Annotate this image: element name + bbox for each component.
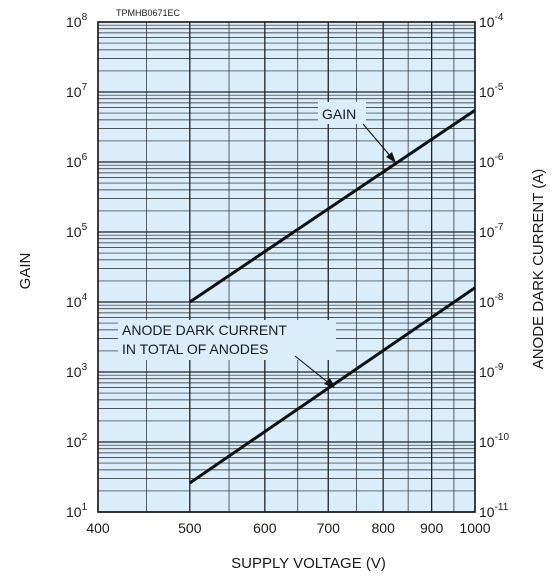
y-left-tick-label: 108: [66, 12, 88, 30]
annotation-layer: GAIN ANODE DARK CURRENT IN TOTAL OF ANODES: [118, 102, 396, 388]
x-tick-label: 600: [253, 520, 277, 536]
dark-leader: [294, 355, 331, 385]
y-right-tick-label: 10-9: [479, 362, 504, 380]
y-left-tick-label: 102: [66, 432, 88, 450]
y-right-tick-label: 10-11: [479, 502, 509, 520]
gain-label-bg: [318, 102, 366, 124]
plot-frame: [97, 21, 476, 513]
figure-code: TPMHB0671EC: [116, 8, 181, 18]
y-left-tick-label: 106: [66, 152, 88, 170]
gain-arrowhead: [386, 152, 396, 163]
x-tick-label: 1000: [459, 520, 490, 536]
y-axis-title-left: GAIN: [17, 253, 34, 290]
x-tick-label: 700: [317, 520, 341, 536]
tick-labels: 400 500 600 700 800 900 1000 101 102 103 104 105 106…: [66, 12, 509, 536]
y-axis-title-right: ANODE DARK CURRENT (A): [530, 169, 547, 370]
y-right-tick-label: 10-7: [479, 222, 504, 240]
y-left-tick-label: 105: [66, 222, 88, 240]
grid: [98, 22, 475, 513]
y-left-tick-label: 101: [66, 502, 88, 520]
x-axis-title: SUPPLY VOLTAGE (V): [231, 555, 386, 572]
x-tick-label: 500: [178, 520, 202, 536]
y-left-tick-label: 104: [66, 292, 88, 310]
x-tick-label: 800: [372, 520, 396, 536]
x-tick-label: 400: [86, 520, 110, 536]
y-left-tick-label: 107: [66, 82, 88, 100]
y-right-tick-label: 10-10: [479, 432, 509, 450]
dark-arrowhead: [324, 378, 335, 388]
gain-line: [188, 108, 476, 304]
y-left-tick-label: 103: [66, 362, 88, 380]
y-right-tick-label: 10-5: [479, 82, 504, 100]
gain-label: GAIN: [322, 106, 356, 122]
plot-background: [98, 22, 475, 512]
y-right-tick-label: 10-6: [479, 152, 504, 170]
dark-label-bg: [118, 320, 336, 360]
y-right-tick-label: 10-4: [479, 12, 504, 30]
dark-current-label-line2: IN TOTAL OF ANODES: [122, 341, 269, 357]
y-right-tick-label: 10-8: [479, 292, 504, 310]
x-tick-label: 900: [420, 520, 444, 536]
dark-current-label-line1: ANODE DARK CURRENT: [122, 322, 287, 338]
gain-leader: [362, 123, 393, 159]
